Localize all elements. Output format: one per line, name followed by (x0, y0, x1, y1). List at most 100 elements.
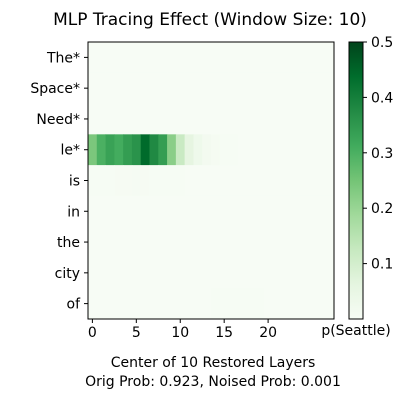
heatmap-cell (105, 42, 115, 74)
heatmap-cell (263, 195, 273, 228)
row-label: Space* (30, 81, 80, 97)
heatmap-cell (96, 257, 106, 289)
heatmap-cell (290, 195, 300, 228)
colorbar-label: p(Seattle) (321, 323, 390, 339)
heatmap-cell (149, 42, 159, 74)
heatmap-cell (325, 195, 335, 228)
heatmap-cell (290, 165, 300, 197)
heatmap-cell (149, 72, 159, 104)
heatmap-cell (167, 226, 177, 258)
heatmap-cell (316, 226, 326, 258)
heatmap-cell (96, 226, 106, 258)
heatmap-cell (96, 72, 106, 104)
heatmap-cell (219, 257, 229, 289)
heatmap-cell (228, 226, 238, 258)
heatmap-cell (254, 226, 265, 258)
heatmap-cell (123, 226, 133, 258)
heatmap-cell (114, 257, 124, 289)
heatmap-cell (105, 103, 115, 135)
heatmap-cell (290, 72, 300, 104)
heatmap-cell (175, 257, 186, 289)
heatmap-cell (290, 134, 300, 166)
heatmap-cell (316, 134, 326, 166)
colorbar-tick-label: 0.2 (371, 201, 393, 217)
heatmap-cell (281, 103, 291, 135)
heatmap-cell (123, 134, 133, 166)
heatmap-cell (158, 42, 168, 74)
heatmap-cell (272, 134, 282, 166)
heatmap-cell (219, 42, 229, 74)
heatmap-cell (202, 42, 212, 74)
heatmap-cell (114, 72, 124, 104)
heatmap-cell (158, 257, 168, 289)
heatmap-cell (175, 103, 186, 135)
heatmap-cell (228, 288, 238, 320)
heatmap-cell (246, 134, 256, 166)
heatmap-cell (105, 226, 115, 258)
heatmap-cell (167, 42, 177, 74)
heatmap-cell (175, 134, 186, 166)
heatmap-cell (325, 226, 335, 258)
heatmap-cell (263, 42, 273, 74)
heatmap-cell (272, 226, 282, 258)
heatmap-cell (263, 226, 273, 258)
heatmap-cell (263, 288, 273, 320)
heatmap-cell (202, 288, 212, 320)
heatmap-cell (298, 257, 309, 289)
heatmap-cell (114, 134, 124, 166)
heatmap-cell (325, 42, 335, 74)
heatmap-cell (237, 257, 247, 289)
heatmap-cell (307, 42, 317, 74)
heatmap-cell (298, 288, 309, 320)
heatmap-cell (184, 103, 194, 135)
heatmap-cell (175, 42, 186, 74)
heatmap-cell (184, 288, 194, 320)
heatmap-cell (114, 42, 124, 74)
heatmap-cell (228, 103, 238, 135)
heatmap-cell (316, 288, 326, 320)
heatmap-cell (202, 134, 212, 166)
heatmap-cell (149, 165, 159, 197)
heatmap-cell (149, 257, 159, 289)
heatmap-cell (254, 257, 265, 289)
heatmap-cell (140, 165, 150, 197)
x-tick-label: 15 (215, 325, 233, 341)
heatmap-cell (254, 165, 265, 197)
heatmap-cell (281, 72, 291, 104)
heatmap-cell (184, 195, 194, 228)
heatmap-cell (307, 134, 317, 166)
heatmap-cell (211, 72, 221, 104)
heatmap-cell (131, 288, 142, 320)
heatmap-cell (272, 195, 282, 228)
heatmap-cell (228, 134, 238, 166)
heatmap-cell (149, 195, 159, 228)
heatmap-cell (246, 72, 256, 104)
heatmap-cell (316, 103, 326, 135)
heatmap-cell (272, 288, 282, 320)
heatmap-cell (184, 257, 194, 289)
row-label: The* (46, 50, 80, 66)
heatmap-cell (307, 165, 317, 197)
heatmap-cell (96, 288, 106, 320)
heatmap-cell (105, 165, 115, 197)
heatmap-cell (114, 103, 124, 135)
heatmap-cell (123, 42, 133, 74)
heatmap-cell (140, 72, 150, 104)
heatmap-cell (237, 42, 247, 74)
heatmap-cell (123, 165, 133, 197)
heatmap-cell (237, 103, 247, 135)
heatmap-cell (175, 226, 186, 258)
heatmap-cell (219, 103, 229, 135)
heatmap-cell (96, 165, 106, 197)
heatmap-cell (184, 72, 194, 104)
heatmap-cell (202, 257, 212, 289)
heatmap-cell (211, 134, 221, 166)
heatmap-cell (290, 226, 300, 258)
heatmap-cell (175, 288, 186, 320)
heatmap-cell (105, 288, 115, 320)
heatmap-cell (140, 257, 150, 289)
heatmap-cell (316, 165, 326, 197)
heatmap-cell (246, 288, 256, 320)
heatmap-cell (307, 226, 317, 258)
heatmap-cell (140, 134, 150, 166)
